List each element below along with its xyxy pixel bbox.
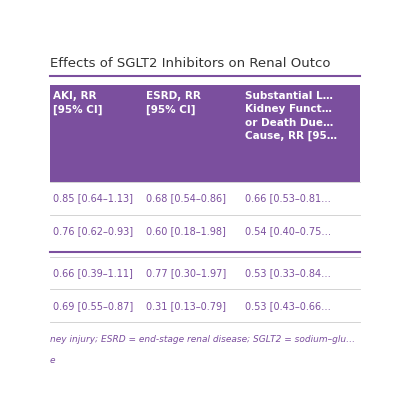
FancyBboxPatch shape — [50, 182, 360, 215]
FancyBboxPatch shape — [50, 215, 360, 248]
Text: AKI, RR
[95% CI]: AKI, RR [95% CI] — [53, 91, 102, 114]
Text: ney injury; ESRD = end-stage renal disease; SGLT2 = sodium–glu…: ney injury; ESRD = end-stage renal disea… — [50, 335, 355, 344]
Text: 0.31 [0.13–0.79]: 0.31 [0.13–0.79] — [146, 301, 226, 311]
Text: 0.68 [0.54–0.86]: 0.68 [0.54–0.86] — [146, 194, 226, 204]
Text: 0.77 [0.30–1.97]: 0.77 [0.30–1.97] — [146, 268, 226, 278]
Text: 0.60 [0.18–1.98]: 0.60 [0.18–1.98] — [146, 226, 226, 236]
Text: e: e — [50, 356, 56, 365]
Text: Effects of SGLT2 Inhibitors on Renal Outco: Effects of SGLT2 Inhibitors on Renal Out… — [50, 57, 330, 70]
Text: 0.69 [0.55–0.87]: 0.69 [0.55–0.87] — [53, 301, 133, 311]
Text: 0.66 [0.53–0.81…: 0.66 [0.53–0.81… — [245, 194, 331, 204]
Text: 0.85 [0.64–1.13]: 0.85 [0.64–1.13] — [53, 194, 133, 204]
Text: Substantial L…
Kidney Funct…
or Death Due…
Cause, RR [95…: Substantial L… Kidney Funct… or Death Du… — [245, 91, 337, 141]
Text: 0.54 [0.40–0.75…: 0.54 [0.40–0.75… — [245, 226, 332, 236]
Text: 0.66 [0.39–1.11]: 0.66 [0.39–1.11] — [53, 268, 133, 278]
Text: 0.53 [0.43–0.66…: 0.53 [0.43–0.66… — [245, 301, 331, 311]
FancyBboxPatch shape — [50, 85, 360, 182]
FancyBboxPatch shape — [50, 290, 360, 322]
FancyBboxPatch shape — [50, 256, 360, 290]
Text: ESRD, RR
[95% CI]: ESRD, RR [95% CI] — [146, 91, 201, 114]
Text: 0.76 [0.62–0.93]: 0.76 [0.62–0.93] — [53, 226, 133, 236]
Text: 0.53 [0.33–0.84…: 0.53 [0.33–0.84… — [245, 268, 331, 278]
